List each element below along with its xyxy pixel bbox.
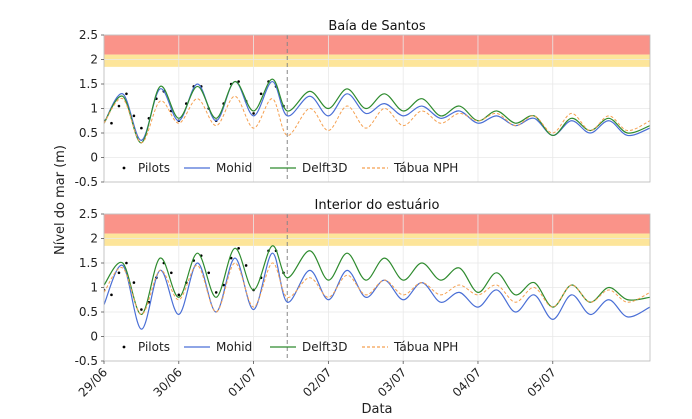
series-line-2 <box>104 245 650 316</box>
pilots-point <box>259 92 263 96</box>
pilots-point <box>237 80 240 83</box>
y-tick-label: 0 <box>90 330 98 344</box>
panel-estuary: -0.5 0 0.5 1 1.5 2 2.5 29/06 30/06 01/07 02/07 03/0… <box>75 198 651 417</box>
y-tick-label: 1.5 <box>79 256 98 270</box>
x-tick-label: 03/07 <box>375 365 409 399</box>
x-tick-label: 02/07 <box>300 365 334 399</box>
legend-label: Tábua NPH <box>393 161 458 175</box>
series-line-1 <box>104 80 650 141</box>
series-group <box>104 78 650 144</box>
y-tick-label: 0 <box>90 151 98 165</box>
y-tick-label: 2.5 <box>79 28 98 42</box>
legend-label: Pilots <box>138 161 170 175</box>
panel-title: Interior do estuário <box>315 198 440 213</box>
y-tick-label: 1 <box>90 281 98 295</box>
pilots-point <box>252 112 255 115</box>
pilots-point <box>177 293 181 297</box>
legend-label: Tábua NPH <box>393 340 458 354</box>
y-tick-label: -0.5 <box>75 175 98 189</box>
legend-label: Delft3D <box>302 340 348 354</box>
pilots-point <box>125 261 128 265</box>
series-line-1 <box>104 252 650 330</box>
legend-marker-pilots <box>122 166 126 170</box>
legend-label: Pilots <box>138 340 170 354</box>
x-axis-label: Data <box>361 402 392 417</box>
y-tick-label: 0.5 <box>79 305 98 319</box>
alert-band-yellow <box>104 54 650 67</box>
y-tick-label: 1 <box>90 102 98 116</box>
pilots-point <box>140 308 143 311</box>
pilots-point <box>170 271 173 275</box>
pilots-point <box>207 271 211 275</box>
legend-label: Mohid <box>216 340 252 354</box>
pilots-point <box>110 121 113 125</box>
pilots-point <box>125 92 128 96</box>
pilots-point <box>140 126 143 130</box>
legend-marker-pilots <box>122 345 126 349</box>
alert-band-red <box>104 214 650 234</box>
series-line-3 <box>104 262 650 315</box>
series-group <box>104 245 650 330</box>
pilots-point <box>132 281 136 284</box>
y-tick-label: 1.5 <box>79 77 98 91</box>
pilots-point <box>117 104 121 108</box>
legend-label: Delft3D <box>302 161 348 175</box>
legend-label: Mohid <box>216 161 252 175</box>
pilots-point <box>110 293 113 297</box>
y-tick-label: 2.5 <box>79 207 98 221</box>
y-tick-label: 0.5 <box>79 126 98 140</box>
x-tick-label: 30/06 <box>151 365 185 399</box>
pilots-point <box>237 247 240 250</box>
pilots-point <box>214 291 218 294</box>
y-tick-label: 2 <box>90 232 98 246</box>
pilots-point <box>132 114 136 118</box>
x-tick-label: 29/06 <box>76 365 110 399</box>
y-tick-label: 2 <box>90 53 98 67</box>
x-tick-label: 04/07 <box>450 365 484 399</box>
x-tick-label: 01/07 <box>225 365 259 399</box>
x-tick-label: 05/07 <box>525 365 559 399</box>
panel-title: Baía de Santos <box>328 19 425 34</box>
series-line-2 <box>104 78 650 144</box>
alert-band-red <box>104 35 650 55</box>
shared-y-label: Nível do mar (m) <box>53 145 68 255</box>
series-line-3 <box>104 95 650 144</box>
y-tick-label: -0.5 <box>75 354 98 368</box>
pilots-point <box>117 271 121 275</box>
alert-band-yellow <box>104 233 650 246</box>
pilots-point <box>244 264 248 267</box>
panel-bahia: -0.5 0 0.5 1 1.5 2 2.5 Baía de Santos Pilots Mohi… <box>75 19 651 189</box>
